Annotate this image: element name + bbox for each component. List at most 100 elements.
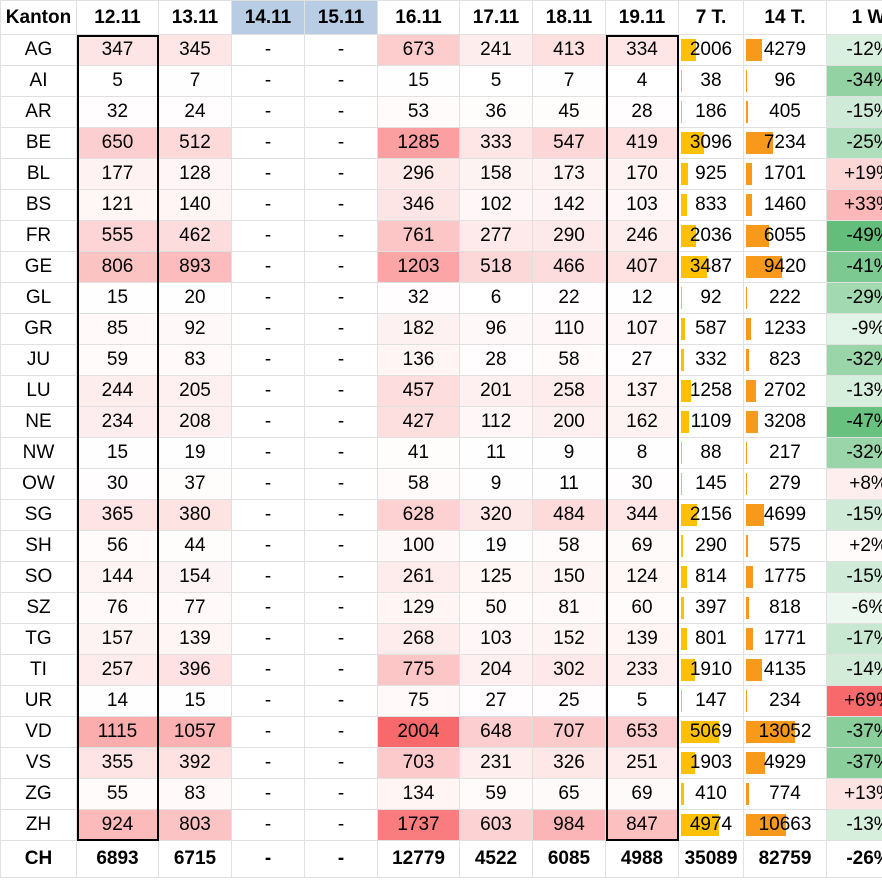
cell-value: 1460 xyxy=(763,194,807,215)
daily-cases-cell: 50 xyxy=(459,592,533,624)
weekly-change-cell: -49% xyxy=(826,220,882,252)
daily-cases-cell: 44 xyxy=(158,530,232,562)
daily-cases-cell: 628 xyxy=(377,499,460,531)
seven-day-cell: 3487 xyxy=(678,251,744,283)
weekend-cell: - xyxy=(304,716,378,748)
daily-cases-cell: 334 xyxy=(605,34,679,66)
daily-cases-cell: 69 xyxy=(605,530,679,562)
cell-value: 332 xyxy=(695,349,727,370)
total-cell: 6893 xyxy=(76,840,159,878)
daily-cases-cell: 128 xyxy=(158,158,232,190)
daily-cases-cell: 650 xyxy=(76,127,159,159)
daily-cases-cell: 5 xyxy=(459,65,533,97)
daily-cases-cell: 204 xyxy=(459,654,533,686)
fourteen-day-cell: 405 xyxy=(743,96,827,128)
total-cell: 82759 xyxy=(743,840,827,878)
weekend-cell: - xyxy=(304,282,378,314)
seven-day-bar xyxy=(681,690,683,712)
kanton-cell: SG xyxy=(0,499,77,531)
total-label: CH xyxy=(0,840,77,878)
daily-cases-cell: 251 xyxy=(605,747,679,779)
col-header-7t: 7 T. xyxy=(678,0,744,35)
daily-cases-cell: 83 xyxy=(158,344,232,376)
daily-cases-cell: 28 xyxy=(605,96,679,128)
daily-cases-cell: 9 xyxy=(459,468,533,500)
daily-cases-cell: 69 xyxy=(605,778,679,810)
kanton-cell: TI xyxy=(0,654,77,686)
seven-day-bar xyxy=(681,411,690,433)
daily-cases-cell: 41 xyxy=(377,437,460,469)
kanton-cell: GR xyxy=(0,313,77,345)
weekly-change-cell: -6% xyxy=(826,592,882,624)
daily-cases-cell: 413 xyxy=(532,34,606,66)
seven-day-cell: 290 xyxy=(678,530,744,562)
cell-value: 10663 xyxy=(758,814,812,835)
col-header-kanton: Kanton xyxy=(0,0,77,35)
seven-day-bar xyxy=(681,163,688,185)
seven-day-bar xyxy=(681,473,683,495)
weekly-change-cell: -29% xyxy=(826,282,882,314)
daily-cases-cell: 5 xyxy=(605,685,679,717)
seven-day-cell: 1258 xyxy=(678,375,744,407)
cell-value: 222 xyxy=(769,287,801,308)
cell-value: 4699 xyxy=(763,504,807,525)
kanton-cell: UR xyxy=(0,685,77,717)
daily-cases-cell: 1737 xyxy=(377,809,460,841)
fourteen-day-cell: 774 xyxy=(743,778,827,810)
seven-day-cell: 147 xyxy=(678,685,744,717)
weekend-cell: - xyxy=(231,344,305,376)
weekend-cell: - xyxy=(304,158,378,190)
seven-day-cell: 145 xyxy=(678,468,744,500)
daily-cases-cell: 673 xyxy=(377,34,460,66)
fourteen-day-bar xyxy=(746,473,748,495)
fourteen-day-cell: 10663 xyxy=(743,809,827,841)
daily-cases-cell: 761 xyxy=(377,220,460,252)
seven-day-bar xyxy=(681,535,684,557)
seven-day-cell: 2156 xyxy=(678,499,744,531)
fourteen-day-cell: 13052 xyxy=(743,716,827,748)
daily-cases-cell: 555 xyxy=(76,220,159,252)
weekend-cell: - xyxy=(231,716,305,748)
cell-value: 405 xyxy=(769,101,801,122)
daily-cases-cell: 290 xyxy=(532,220,606,252)
cell-value: 1109 xyxy=(690,411,732,432)
col-header-date: 12.11 xyxy=(76,0,159,35)
daily-cases-cell: 76 xyxy=(76,592,159,624)
seven-day-bar xyxy=(681,349,684,371)
total-cell: - xyxy=(231,840,305,878)
daily-cases-cell: 407 xyxy=(605,251,679,283)
weekend-cell: - xyxy=(304,344,378,376)
daily-cases-cell: 201 xyxy=(459,375,533,407)
weekend-cell: - xyxy=(231,468,305,500)
daily-cases-cell: 703 xyxy=(377,747,460,779)
weekly-change-cell: -13% xyxy=(826,375,882,407)
fourteen-day-cell: 1771 xyxy=(743,623,827,655)
weekly-change-cell: -12% xyxy=(826,34,882,66)
daily-cases-cell: 27 xyxy=(459,685,533,717)
fourteen-day-bar xyxy=(746,566,753,588)
daily-cases-cell: 37 xyxy=(158,468,232,500)
daily-cases-cell: 392 xyxy=(158,747,232,779)
daily-cases-cell: 320 xyxy=(459,499,533,531)
daily-cases-cell: 8 xyxy=(605,437,679,469)
daily-cases-cell: 19 xyxy=(459,530,533,562)
daily-cases-cell: 9 xyxy=(532,437,606,469)
weekly-change-cell: +19% xyxy=(826,158,882,190)
daily-cases-cell: 173 xyxy=(532,158,606,190)
seven-day-bar xyxy=(681,597,684,619)
seven-day-bar xyxy=(681,225,697,247)
fourteen-day-bar xyxy=(746,194,752,216)
daily-cases-cell: 347 xyxy=(76,34,159,66)
weekly-change-cell: +33% xyxy=(826,189,882,221)
cell-value: 13052 xyxy=(758,721,812,742)
daily-cases-cell: 302 xyxy=(532,654,606,686)
daily-cases-cell: 806 xyxy=(76,251,159,283)
